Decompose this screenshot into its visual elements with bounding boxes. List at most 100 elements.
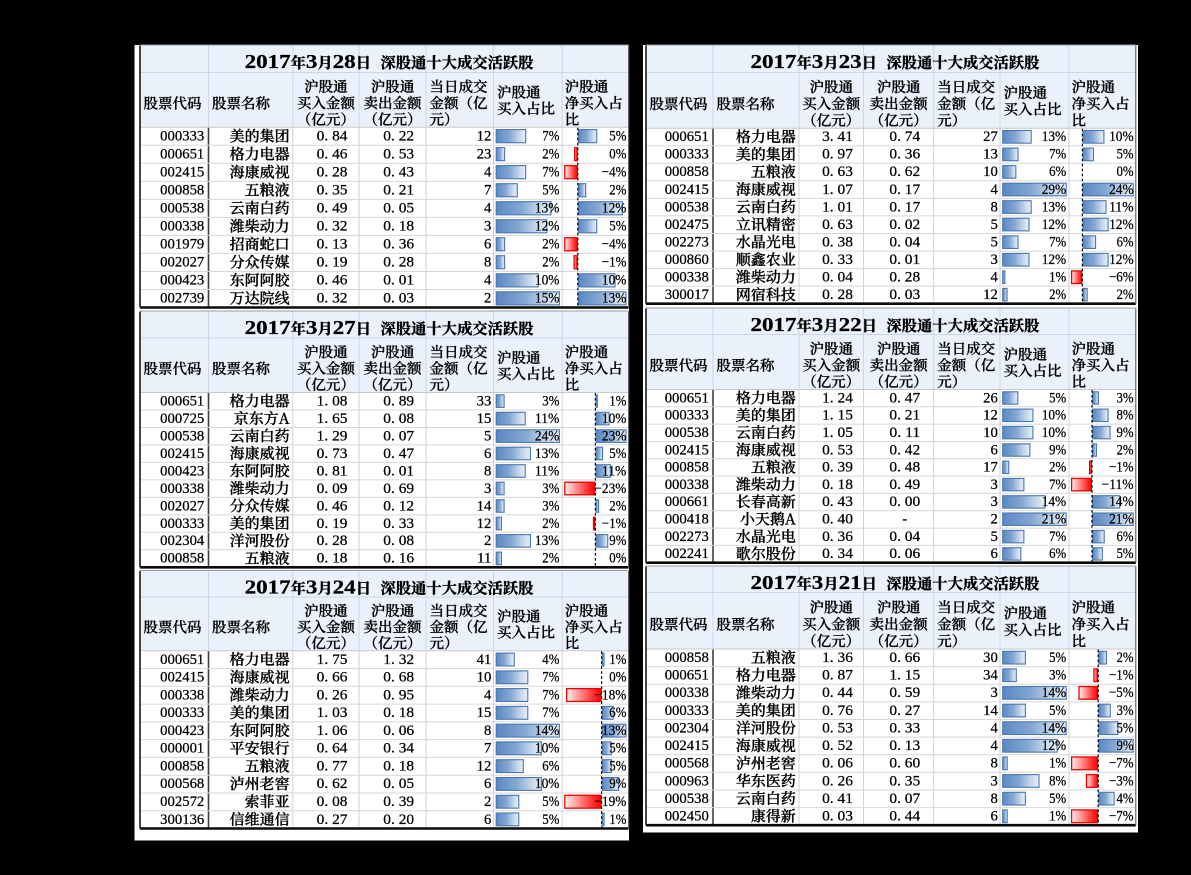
svg-text:2%: 2% bbox=[542, 551, 559, 567]
svg-text:10: 10 bbox=[477, 670, 492, 686]
svg-text:0. 39: 0. 39 bbox=[822, 460, 853, 476]
svg-text:0. 32: 0. 32 bbox=[317, 291, 348, 307]
svg-text:−7%: −7% bbox=[1109, 756, 1134, 772]
svg-text:000860: 000860 bbox=[665, 252, 709, 268]
svg-text:002739: 002739 bbox=[160, 291, 204, 307]
svg-text:5%: 5% bbox=[1049, 650, 1066, 666]
svg-text:10: 10 bbox=[983, 425, 998, 441]
svg-text:2017: 2017 bbox=[751, 314, 797, 336]
svg-text:9%: 9% bbox=[609, 776, 626, 792]
svg-text:0. 16: 0. 16 bbox=[383, 551, 414, 567]
svg-text:000568: 000568 bbox=[160, 776, 204, 792]
svg-text:7%: 7% bbox=[542, 129, 559, 145]
svg-text:−4%: −4% bbox=[602, 165, 627, 181]
svg-text:000661: 000661 bbox=[665, 494, 709, 510]
svg-text:10%: 10% bbox=[535, 776, 560, 792]
svg-text:0. 53: 0. 53 bbox=[822, 720, 853, 736]
svg-text:000651: 000651 bbox=[665, 129, 709, 145]
svg-text:1%: 1% bbox=[1049, 270, 1066, 286]
svg-text:002415: 002415 bbox=[160, 446, 204, 462]
svg-text:0. 74: 0. 74 bbox=[889, 129, 920, 145]
svg-text:000333: 000333 bbox=[160, 129, 204, 145]
svg-text:1. 05: 1. 05 bbox=[822, 425, 853, 441]
svg-text:4: 4 bbox=[484, 273, 492, 289]
svg-text:14: 14 bbox=[477, 498, 492, 514]
svg-text:7: 7 bbox=[484, 183, 491, 199]
svg-text:1. 65: 1. 65 bbox=[317, 411, 348, 427]
svg-text:000338: 000338 bbox=[160, 687, 204, 703]
svg-text:1. 08: 1. 08 bbox=[317, 393, 348, 409]
svg-text:0. 69: 0. 69 bbox=[383, 481, 414, 497]
svg-text:2: 2 bbox=[990, 512, 997, 528]
svg-text:0. 08: 0. 08 bbox=[317, 794, 348, 810]
svg-text:0. 13: 0. 13 bbox=[317, 237, 348, 253]
svg-text:6: 6 bbox=[484, 776, 491, 792]
svg-text:6%: 6% bbox=[542, 759, 559, 775]
svg-text:−4%: −4% bbox=[602, 237, 627, 253]
svg-text:2%: 2% bbox=[609, 498, 626, 514]
svg-text:10%: 10% bbox=[535, 741, 560, 757]
svg-text:2017: 2017 bbox=[751, 572, 797, 594]
svg-text:6: 6 bbox=[484, 446, 491, 462]
svg-text:34: 34 bbox=[983, 668, 998, 684]
svg-text:0. 63: 0. 63 bbox=[822, 164, 853, 180]
svg-text:2%: 2% bbox=[542, 147, 559, 163]
svg-text:1. 07: 1. 07 bbox=[822, 182, 853, 198]
svg-text:3: 3 bbox=[484, 481, 491, 497]
svg-text:3: 3 bbox=[306, 51, 318, 73]
svg-text:22: 22 bbox=[839, 314, 862, 336]
svg-text:0. 18: 0. 18 bbox=[383, 219, 414, 235]
svg-text:0. 12: 0. 12 bbox=[383, 498, 414, 514]
svg-text:5: 5 bbox=[484, 428, 491, 444]
svg-text:002415: 002415 bbox=[160, 670, 204, 686]
svg-text:4: 4 bbox=[990, 738, 998, 754]
svg-text:8: 8 bbox=[990, 791, 997, 807]
svg-text:−19%: −19% bbox=[594, 794, 626, 810]
svg-text:3: 3 bbox=[990, 477, 997, 493]
svg-text:0. 18: 0. 18 bbox=[822, 477, 853, 493]
svg-text:2%: 2% bbox=[542, 516, 559, 532]
svg-text:6: 6 bbox=[990, 546, 997, 562]
svg-text:−1%: −1% bbox=[1109, 460, 1134, 476]
svg-text:000858: 000858 bbox=[160, 759, 204, 775]
svg-text:1%: 1% bbox=[609, 812, 626, 828]
svg-text:0. 26: 0. 26 bbox=[822, 773, 853, 789]
svg-text:0. 01: 0. 01 bbox=[889, 252, 920, 268]
svg-text:11%: 11% bbox=[535, 411, 560, 427]
svg-text:2%: 2% bbox=[1049, 460, 1066, 476]
svg-text:0. 89: 0. 89 bbox=[383, 393, 414, 409]
svg-text:10%: 10% bbox=[1042, 408, 1067, 424]
svg-text:27: 27 bbox=[983, 129, 998, 145]
svg-text:17: 17 bbox=[983, 460, 998, 476]
svg-text:3: 3 bbox=[812, 51, 824, 73]
svg-text:000001: 000001 bbox=[160, 741, 204, 757]
svg-text:−5%: −5% bbox=[1109, 685, 1134, 701]
svg-text:10%: 10% bbox=[1042, 425, 1067, 441]
svg-text:7%: 7% bbox=[542, 705, 559, 721]
svg-text:1%: 1% bbox=[1049, 756, 1066, 772]
svg-text:11%: 11% bbox=[535, 463, 560, 479]
svg-text:000538: 000538 bbox=[665, 791, 709, 807]
svg-text:2%: 2% bbox=[1049, 287, 1066, 303]
svg-text:0. 62: 0. 62 bbox=[889, 164, 920, 180]
svg-text:0. 04: 0. 04 bbox=[822, 270, 853, 286]
svg-text:000338: 000338 bbox=[160, 219, 204, 235]
svg-text:5%: 5% bbox=[1049, 791, 1066, 807]
svg-text:6: 6 bbox=[990, 809, 997, 825]
svg-text:0. 36: 0. 36 bbox=[822, 529, 853, 545]
svg-text:3: 3 bbox=[990, 252, 997, 268]
svg-text:5%: 5% bbox=[1049, 703, 1066, 719]
svg-text:0. 63: 0. 63 bbox=[822, 217, 853, 233]
svg-text:4: 4 bbox=[484, 165, 492, 181]
svg-text:300136: 300136 bbox=[160, 812, 204, 828]
svg-text:000333: 000333 bbox=[665, 408, 709, 424]
svg-text:002304: 002304 bbox=[160, 533, 205, 549]
svg-text:000333: 000333 bbox=[665, 703, 709, 719]
svg-text:−18%: −18% bbox=[594, 687, 626, 703]
svg-text:000651: 000651 bbox=[160, 147, 204, 163]
svg-text:5%: 5% bbox=[542, 812, 559, 828]
svg-text:002304: 002304 bbox=[665, 720, 710, 736]
svg-text:−6%: −6% bbox=[1109, 270, 1134, 286]
svg-text:002415: 002415 bbox=[665, 442, 709, 458]
svg-text:0. 35: 0. 35 bbox=[889, 773, 920, 789]
